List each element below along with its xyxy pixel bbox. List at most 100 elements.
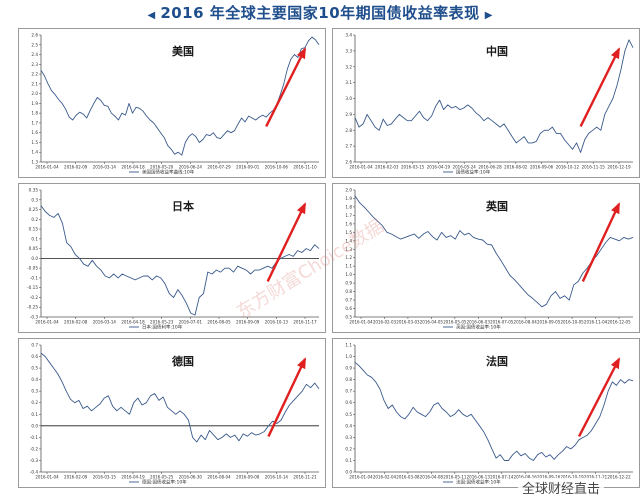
trend-arrow-head-icon [297, 202, 306, 215]
y-tick-label: 3.1 [345, 80, 352, 85]
y-tick-label: 0.5 [345, 315, 352, 320]
y-tick-label: 1.2 [345, 255, 352, 260]
y-tick-label: 0.4 [31, 377, 38, 382]
legend-label: 日本:国债利率:10年 [142, 324, 183, 331]
y-tick-label: 0.0 [31, 256, 38, 261]
y-tick-label: 1.3 [31, 160, 38, 165]
y-tick-label: 1.8 [31, 111, 38, 116]
y-tick-label: 1.6 [345, 221, 352, 226]
y-tick-label: 0.1 [31, 236, 38, 241]
y-tick-label: 1.5 [31, 140, 38, 145]
y-tick-label: 3.4 [345, 33, 352, 38]
x-tick-label: 2016-01-04 [349, 165, 373, 170]
y-tick-label: 3.0 [345, 96, 352, 101]
trend-arrow-shaft [577, 358, 621, 437]
series-line-de [40, 352, 320, 443]
y-tick-label: -0.1 [30, 435, 39, 440]
x-tick-label: 2016-06-13 [467, 475, 491, 480]
trend-arrow-head-icon [610, 357, 620, 370]
y-tick-label: 1.9 [31, 101, 38, 106]
x-tick-label: 2016-03-15 [93, 475, 117, 480]
y-tick-label: 0.5 [31, 366, 38, 371]
y-tick-label: 0.0 [31, 423, 38, 428]
x-tick-label: 2016-07-05 [490, 320, 514, 325]
x-tick-label: 2016-07-29 [207, 165, 231, 170]
y-tick-label: 2.5 [31, 42, 38, 47]
y-tick-label: 0.6 [31, 354, 38, 359]
y-tick-label: 1.7 [345, 213, 352, 218]
chart-panel-uk: 0.5 0.6 0.7 0.8 0.9 1.0 1.1 1.2 1.3 1.4 1.5 1.6 1.7 1… [332, 183, 640, 333]
x-tick-label: 2016-01-04 [35, 475, 59, 480]
y-tick-label: 0.1 [345, 458, 352, 463]
x-tick-label: 2016-06-03 [467, 320, 491, 325]
y-tick-label: 2.2 [31, 72, 38, 77]
y-tick-label: 0.25 [29, 207, 39, 212]
y-tick-label: 1.0 [345, 354, 352, 359]
y-tick-label: 1.1 [345, 264, 352, 269]
x-tick-label: 2016-11-21 [293, 475, 317, 480]
x-tick-label: 2016-01-04 [349, 475, 373, 480]
x-tick-label: 2016-05-23 [150, 320, 174, 325]
x-tick-label: 2016-10-06 [265, 165, 289, 170]
chart-title-fr: 法国 [486, 354, 508, 368]
x-tick-label: 2016-08-02 [504, 165, 528, 170]
y-tick-label: 2.0 [345, 188, 352, 193]
brand-label: 全球财经直击 [518, 478, 605, 497]
y-tick-label: 0.3 [345, 435, 352, 440]
y-tick-label: 1.0 [345, 272, 352, 277]
trend-arrow-shaft [579, 48, 621, 127]
x-tick-label: 2016-08-05 [207, 320, 231, 325]
legend-label: 国债收益率:10年 [456, 169, 491, 176]
right-triangle-icon: ▶ [484, 10, 493, 21]
series-line-us [40, 36, 320, 156]
chart-svg-uk: 0.5 0.6 0.7 0.8 0.9 1.0 1.1 1.2 1.3 1.4 1.5 1.6 1.7 1… [345, 188, 634, 331]
legend-label: 美国国债收益率曲线:10年 [142, 169, 195, 176]
page-title: 2016 年全球主要国家10年期国债收益率表现 [160, 4, 480, 22]
x-tick-label: 2016-10-12 [556, 165, 580, 170]
y-tick-label: 0.4 [345, 423, 352, 428]
title-bar: ◀ 2016 年全球主要国家10年期国债收益率表现 ▶ [0, 0, 640, 26]
y-tick-label: -0.3 [30, 315, 39, 320]
y-tick-label: 2.8 [345, 128, 352, 133]
chart-panel-jp: -0.3 -0.25 -0.2 -0.15 -0.1 -0.05 0.0 0.05 0.1 0.1… [18, 183, 326, 333]
x-tick-label: 2016-11-21 [584, 475, 608, 480]
trend-arrow-head-icon [297, 357, 306, 370]
y-tick-label: -0.1 [30, 275, 39, 280]
y-tick-label: 0.05 [29, 246, 39, 251]
y-tick-label: -0.15 [27, 285, 38, 290]
trend-arrow-head-icon [611, 202, 620, 215]
y-tick-label: 0.0 [345, 470, 352, 475]
x-tick-label: 2016-03-08 [396, 475, 420, 480]
x-tick-label: 2016-02-09 [64, 475, 88, 480]
y-tick-label: 2.0 [31, 91, 38, 96]
x-tick-label: 2016-12-05 [607, 320, 631, 325]
y-tick-label: 2.4 [31, 52, 38, 57]
y-tick-label: 0.1 [31, 412, 38, 417]
x-tick-label: 2016-09-06 [530, 165, 554, 170]
chart-title-cn: 中国 [486, 44, 508, 58]
legend-label: 英国:国债收益率:10年 [456, 324, 501, 331]
y-tick-label: 0.3 [31, 389, 38, 394]
y-tick-label: 2.1 [31, 81, 38, 86]
y-tick-label: 0.9 [345, 366, 352, 371]
y-tick-label: 2.6 [345, 160, 352, 165]
x-tick-label: 2016-04-08 [420, 475, 444, 480]
y-tick-label: 1.7 [31, 120, 38, 125]
x-tick-label: 2016-12-22 [607, 475, 631, 480]
x-tick-label: 2016-01-04 [349, 320, 373, 325]
y-tick-label: 1.4 [345, 238, 352, 243]
y-tick-label: 0.9 [345, 281, 352, 286]
y-tick-label: 2.7 [345, 144, 352, 149]
x-tick-label: 2016-07-01 [179, 320, 203, 325]
y-tick-label: 0.7 [345, 389, 352, 394]
x-tick-label: 2016-08-04 [207, 475, 231, 480]
series-line-cn [354, 39, 634, 153]
x-tick-label: 2016-11-10 [293, 165, 317, 170]
x-tick-label: 2016-06-30 [179, 475, 203, 480]
series-line-jp [40, 205, 320, 316]
x-tick-label: 2016-04-19 [427, 165, 451, 170]
legend-label: 法国:国债收益率:10年 [456, 479, 501, 486]
y-tick-label: -0.4 [30, 470, 39, 475]
y-tick-label: -0.25 [27, 305, 38, 310]
chart-title-jp: 日本 [172, 199, 194, 213]
